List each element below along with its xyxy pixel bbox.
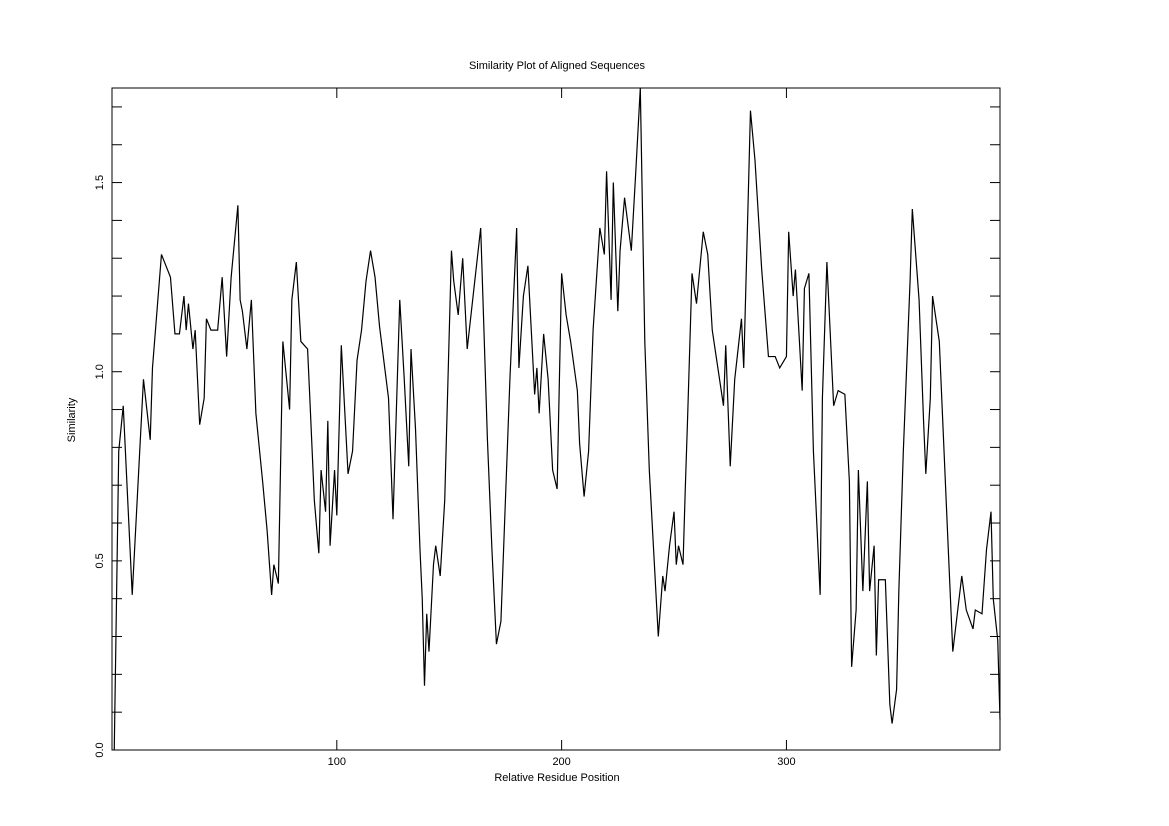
x-tick-label: 200 xyxy=(552,756,570,768)
x-tick-label: 300 xyxy=(777,756,795,768)
similarity-line xyxy=(113,87,1001,751)
y-tick-label: 1.5 xyxy=(94,175,106,190)
y-tick-label: 0.5 xyxy=(94,553,106,568)
x-axis-label: Relative Residue Position xyxy=(494,772,619,784)
plot-frame xyxy=(111,87,1001,751)
chart-title: Similarity Plot of Aligned Sequences xyxy=(469,60,646,72)
x-tick-label: 100 xyxy=(328,756,346,768)
y-tick-label: 1.0 xyxy=(94,364,106,379)
y-axis-label: Similarity xyxy=(66,397,78,442)
y-tick-label: 0.0 xyxy=(94,742,106,757)
